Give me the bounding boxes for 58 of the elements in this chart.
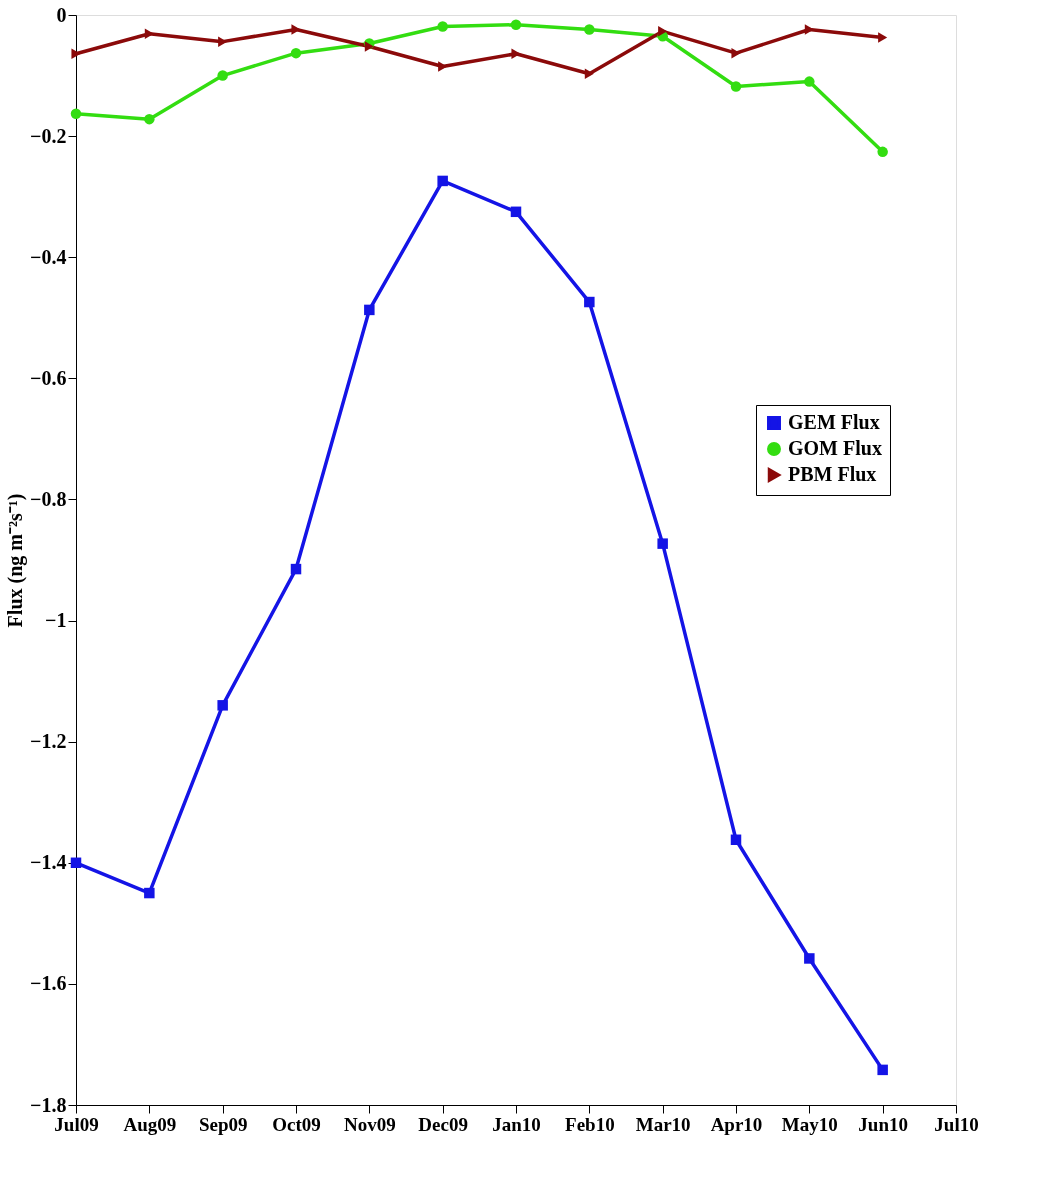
point: [730, 81, 742, 92]
x-tick-label: Feb10: [565, 1113, 615, 1135]
y-tick-label: 0: [56, 3, 67, 26]
point: [878, 32, 888, 43]
y-axis-title: Flux (ng m⁻²s⁻¹): [4, 493, 28, 628]
y-tick-label: −0.8: [30, 487, 67, 510]
x-tick-label: Jun10: [858, 1113, 908, 1135]
legend-label: GOM Flux: [788, 437, 882, 459]
y-tick-label: −1.2: [30, 730, 67, 753]
point: [364, 304, 375, 316]
point: [437, 175, 448, 187]
point: [144, 28, 154, 40]
point: [290, 47, 302, 59]
point: [804, 953, 815, 964]
point: [437, 21, 448, 32]
x-tick-label: Sep09: [198, 1113, 248, 1135]
y-tick-label: −1.4: [30, 851, 67, 874]
point: [584, 296, 595, 308]
point: [144, 887, 155, 899]
x-tick-label: Jul10: [934, 1113, 979, 1135]
y-tick-label: −0.4: [30, 245, 67, 268]
point: [658, 26, 668, 37]
point: [804, 76, 815, 87]
x-tick-label: Mar10: [635, 1113, 691, 1135]
y-tick-label: −0.2: [30, 124, 67, 147]
x-tick-label: Jul09: [54, 1113, 99, 1135]
point: [217, 70, 228, 81]
legend-label: PBM Flux: [788, 463, 877, 485]
point: [877, 1064, 888, 1076]
point: [144, 113, 155, 125]
point: [584, 24, 595, 35]
y-tick-label: −1.6: [30, 972, 67, 995]
point: [70, 108, 82, 119]
x-tick-label: Oct09: [272, 1113, 321, 1135]
point: [218, 36, 228, 47]
point: [730, 834, 742, 846]
point: [731, 47, 741, 59]
point: [584, 68, 594, 79]
point: [70, 857, 82, 869]
point: [291, 24, 301, 35]
x-tick-label: Aug09: [123, 1113, 177, 1135]
x-tick-label: Apr10: [710, 1113, 763, 1135]
point: [217, 700, 228, 711]
point: [510, 206, 522, 218]
y-tick-label: −0.6: [30, 366, 67, 389]
x-tick-label: Nov09: [343, 1113, 396, 1135]
x-tick-label: Dec09: [418, 1113, 468, 1135]
point: [804, 24, 814, 35]
x-tick-label: Jan10: [492, 1113, 541, 1135]
x-tick-label: May10: [781, 1113, 838, 1135]
y-tick-label: −1: [45, 609, 67, 632]
point: [510, 19, 522, 30]
point: [657, 538, 668, 549]
y-tick-label: −1.8: [30, 1093, 67, 1116]
point: [877, 146, 888, 158]
legend-label: GEM Flux: [788, 411, 880, 433]
point: [71, 48, 81, 59]
point: [290, 563, 302, 575]
